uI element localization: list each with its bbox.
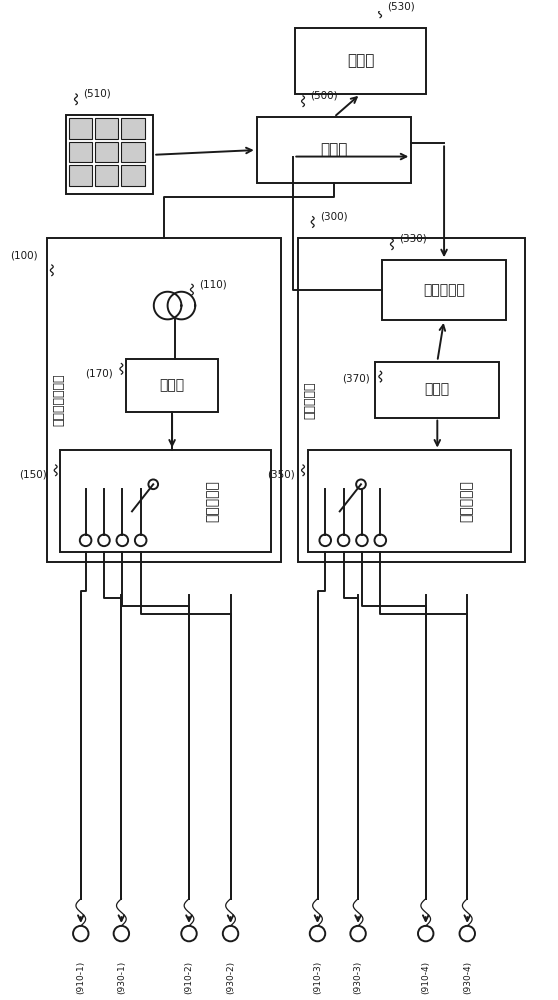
Bar (382, 260, 506, 320)
Text: (150): (150) (20, 470, 47, 480)
Bar (60, 450, 271, 552)
Text: 阻抗计算部: 阻抗计算部 (423, 283, 465, 297)
Bar (376, 362, 499, 418)
Bar (295, 28, 426, 94)
Text: (930-1): (930-1) (117, 961, 126, 994)
Text: (910-1): (910-1) (76, 961, 85, 994)
Text: (100): (100) (10, 250, 37, 260)
Text: 阻抗测定部: 阻抗测定部 (303, 381, 316, 419)
Text: (300): (300) (320, 212, 348, 222)
Text: (910-4): (910-4) (421, 961, 430, 994)
Bar (95, 165, 118, 186)
Bar (121, 165, 145, 186)
Text: 控制部: 控制部 (320, 142, 348, 157)
Text: (930-3): (930-3) (354, 961, 363, 994)
Text: (930-4): (930-4) (463, 961, 472, 994)
Bar (69, 165, 93, 186)
Bar (126, 359, 218, 412)
Text: 调制部: 调制部 (160, 378, 185, 392)
Text: (910-2): (910-2) (185, 961, 194, 994)
Text: 输入信号生成部: 输入信号生成部 (52, 374, 65, 426)
Bar (95, 142, 118, 162)
Bar (298, 238, 525, 562)
Text: (110): (110) (199, 279, 227, 289)
Text: 驱动开关部: 驱动开关部 (205, 480, 219, 522)
Bar (257, 117, 411, 183)
Text: (350): (350) (267, 470, 295, 480)
Text: (500): (500) (310, 91, 338, 101)
Bar (69, 142, 93, 162)
Text: 显示部: 显示部 (347, 54, 374, 69)
Text: 解调部: 解调部 (425, 383, 450, 397)
Bar (47, 238, 281, 562)
Text: (910-3): (910-3) (313, 961, 322, 994)
Text: 读出开关部: 读出开关部 (459, 480, 473, 522)
Text: (170): (170) (85, 368, 113, 378)
Bar (121, 118, 145, 139)
Bar (308, 450, 511, 552)
Bar (69, 118, 93, 139)
Text: (330): (330) (400, 234, 427, 244)
Bar (121, 142, 145, 162)
Text: (930-2): (930-2) (226, 961, 235, 994)
Text: (370): (370) (342, 374, 370, 384)
Text: (510): (510) (83, 89, 111, 99)
Text: (530): (530) (387, 2, 415, 12)
Bar (66, 115, 153, 194)
Bar (95, 118, 118, 139)
